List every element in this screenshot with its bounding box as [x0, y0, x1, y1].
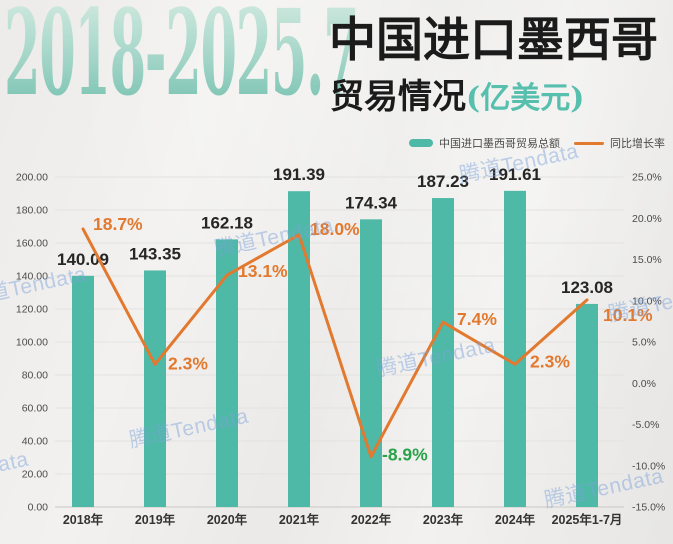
bar-value-label: 191.39 [273, 165, 325, 184]
x-axis-label: 2024年 [495, 512, 536, 527]
left-axis-tick: 140.00 [16, 271, 48, 283]
bar [432, 198, 454, 507]
bar [72, 275, 94, 507]
line-value-label: 18.7% [93, 214, 143, 234]
line-value-label: 7.4% [457, 309, 497, 329]
legend-item-trade-total: 中国进口墨西哥贸易总额 [409, 135, 560, 151]
bar-value-label: 187.23 [417, 172, 469, 191]
right-axis-tick: -10.0% [632, 460, 665, 472]
line-value-label: 13.1% [238, 261, 288, 281]
line-value-label: 18.0% [310, 219, 360, 239]
bar-series-swatch-icon [409, 139, 433, 147]
bar-value-label: 123.08 [561, 278, 613, 297]
x-axis-label: 2025年1-7月 [552, 512, 623, 527]
line-value-label: 2.3% [530, 351, 570, 371]
left-axis-tick: 60.00 [22, 403, 48, 415]
legend-label: 中国进口墨西哥贸易总额 [439, 138, 560, 150]
chart-legend: 中国进口墨西哥贸易总额 同比增长率 [409, 135, 665, 151]
right-axis-tick: -15.0% [632, 502, 665, 514]
bar [576, 303, 598, 507]
left-axis-tick: 120.00 [16, 304, 48, 316]
bar [288, 191, 310, 508]
line-value-label: -8.9% [382, 445, 428, 465]
right-axis-tick: -5.0% [632, 419, 659, 431]
right-axis-tick: 25.0% [632, 172, 662, 184]
legend-item-growth-rate: 同比增长率 [574, 135, 665, 151]
line-value-label: 10.1% [603, 305, 653, 325]
bar [144, 270, 166, 507]
x-axis-label: 2019年 [135, 512, 176, 527]
left-axis-tick: 40.00 [22, 436, 48, 448]
left-axis-tick: 200.00 [16, 172, 48, 184]
bar [360, 219, 382, 508]
x-axis-label: 2023年 [423, 512, 464, 527]
legend-label: 同比增长率 [610, 138, 665, 150]
bar [504, 190, 526, 507]
left-axis-tick: 0.00 [28, 502, 49, 514]
line-value-label: 2.3% [168, 353, 208, 373]
x-axis-label: 2021年 [279, 512, 320, 527]
right-axis-tick: 5.0% [632, 337, 656, 349]
growth-rate-line [81, 227, 589, 459]
line-series-swatch-icon [574, 141, 604, 145]
left-axis-tick: 160.00 [16, 238, 48, 250]
right-axis-tick: 20.0% [632, 213, 662, 225]
bar-value-label: 162.18 [201, 213, 253, 232]
bar-value-label: 174.34 [345, 193, 398, 212]
x-axis-label: 2022年 [351, 512, 392, 527]
left-axis-tick: 80.00 [22, 370, 48, 382]
bar-value-label: 191.61 [489, 165, 541, 184]
left-axis-tick: 180.00 [16, 205, 48, 217]
bar [216, 239, 238, 507]
x-axis-label: 2020年 [207, 512, 248, 527]
right-axis-tick: 15.0% [632, 254, 662, 266]
left-axis-tick: 20.00 [22, 469, 48, 481]
bar-value-label: 143.35 [129, 244, 181, 263]
right-axis-tick: 10.0% [632, 295, 662, 307]
left-axis-tick: 100.00 [16, 337, 48, 349]
x-axis-label: 2018年 [63, 512, 104, 527]
right-axis-tick: 0.0% [632, 378, 656, 390]
